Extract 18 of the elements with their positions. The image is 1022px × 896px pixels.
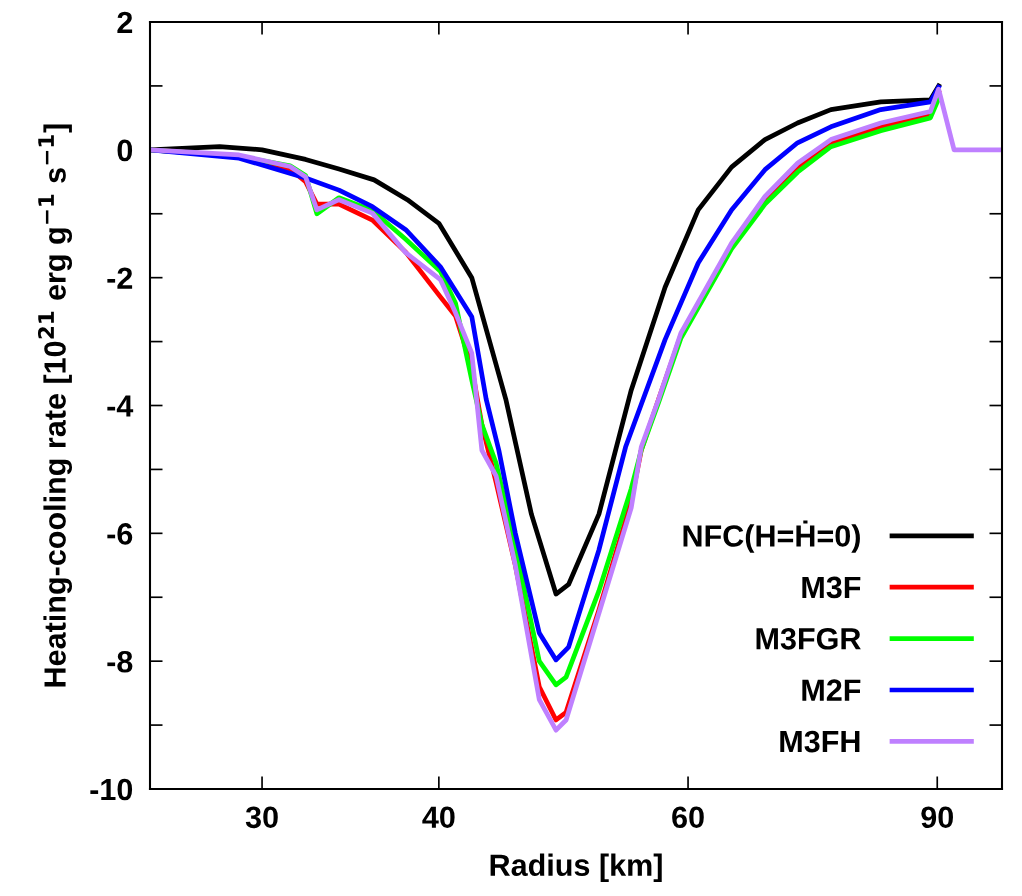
y-tick-label: 0 (117, 139, 133, 162)
x-tick-label: 40 (422, 806, 455, 829)
x-tick-label: 60 (672, 806, 704, 829)
legend-label: M3FH (780, 730, 860, 753)
y-tick-label: 2 (117, 11, 133, 34)
x-tick-label: 30 (245, 806, 278, 829)
y-tick-label: -8 (107, 650, 133, 673)
y-tick-label: -6 (107, 523, 133, 545)
y-tick-label: -2 (107, 267, 133, 289)
legend-label: M3F (802, 576, 861, 599)
y-tick-label: -4 (107, 395, 134, 417)
legend-label: M3FGR (756, 627, 861, 650)
legend-label: M2F (802, 679, 861, 701)
y-axis-title: Heating-cooling rate [10$^{21}$ erg g$^{−1}$ s$^{−1}$] (37, 124, 73, 687)
legend-label: NFC(H=Ḣ=0) (683, 520, 860, 553)
y-tick-label: -10 (90, 778, 133, 801)
x-tick-label: 90 (921, 806, 953, 829)
x-axis-title: Radius [km] (490, 853, 662, 883)
